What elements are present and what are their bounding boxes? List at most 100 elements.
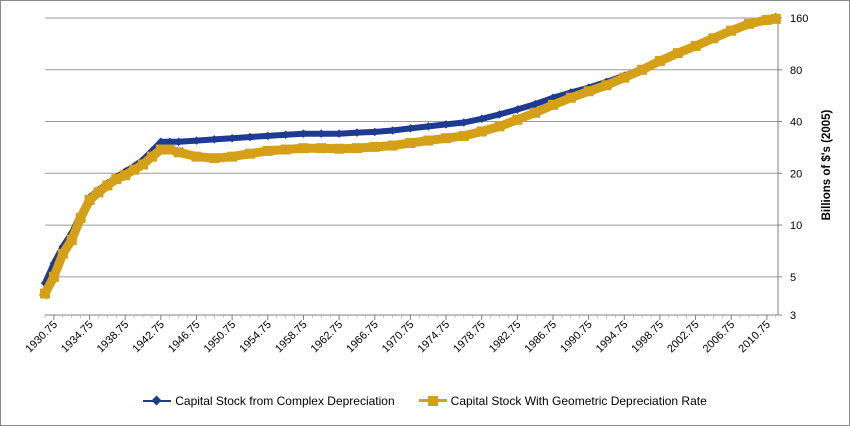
series-1-point-2	[57, 248, 68, 259]
series-0-point-23	[317, 129, 326, 138]
series-1-point-41	[637, 64, 648, 75]
x-tick-label-12: 1978.75	[451, 319, 488, 356]
x-tick-label-8: 1962.75	[309, 319, 346, 356]
series-1-point-20	[262, 145, 273, 156]
series-1-point-44	[690, 40, 701, 51]
series-0-point-20	[263, 131, 273, 141]
y-axis-label: Billions of $'s (2005)	[821, 109, 833, 220]
series-1-point-18	[227, 151, 238, 162]
x-tick-label-2: 1938.75	[95, 319, 132, 356]
series-0-point-30	[441, 120, 451, 129]
series-0-point-14	[165, 137, 175, 147]
x-tick-label-9: 1966.75	[344, 319, 381, 356]
x-tick-label-19: 2006.75	[701, 319, 738, 356]
series-1-point-26	[369, 141, 380, 152]
series-1-point-3	[66, 234, 77, 245]
x-tick-label-5: 1950.75	[202, 319, 239, 356]
series-1-point-38	[583, 86, 594, 97]
series-1-point-28	[405, 138, 416, 149]
series-0-point-17	[210, 135, 219, 144]
legend-swatch-complex	[143, 395, 172, 406]
series-1-point-32	[476, 126, 487, 137]
x-tick-label-7: 1958.75	[273, 319, 310, 356]
series-1-point-17	[209, 153, 220, 164]
series-1-point-21	[280, 144, 291, 155]
x-tick-label-13: 1982.75	[487, 319, 524, 356]
series-1-point-42	[654, 55, 665, 66]
series-1-point-35	[530, 107, 541, 118]
legend-swatch-geometric	[418, 396, 447, 406]
series-0-point-13	[156, 137, 166, 147]
axes	[44, 14, 782, 320]
series-1-point-10	[129, 164, 140, 175]
series-0-point-18	[227, 133, 237, 143]
series-0-point-28	[406, 124, 415, 133]
series-1-point-11	[138, 159, 149, 170]
x-tick-label-0: 1930.75	[23, 319, 60, 356]
series-1-point-47	[744, 18, 755, 29]
series-1-point-33	[494, 121, 505, 132]
series-1-point-0	[40, 288, 50, 299]
series-0-point-19	[245, 132, 255, 142]
series-0-point-31	[459, 118, 469, 127]
series-0-point-16	[192, 136, 201, 145]
series-0-point-32	[477, 114, 486, 124]
y-tick-label-0: 3	[790, 310, 796, 322]
x-tick-label-6: 1954.75	[237, 319, 274, 356]
y-tick-label-1: 5	[790, 272, 796, 284]
legend-item-complex: Capital Stock from Complex Depreciation	[143, 394, 395, 408]
series-0-point-26	[370, 127, 379, 137]
y-tick-labels: 3 5 10 20 40 80 160	[790, 13, 808, 322]
legend-item-geometric: Capital Stock With Geometric Depreciatio…	[418, 394, 707, 408]
series-1-point-14	[164, 144, 175, 155]
series-0-point-22	[299, 129, 308, 138]
series-1-point-19	[244, 148, 255, 159]
x-tick-label-20: 2010.75	[736, 319, 773, 356]
series-group	[38, 12, 781, 300]
x-tick-label-1: 1934.75	[59, 319, 96, 356]
series-1-point-34	[512, 114, 523, 125]
x-tick-label-4: 1946.75	[166, 319, 203, 356]
series-1-point-8	[111, 174, 122, 185]
y-tick-label-6: 160	[790, 13, 808, 25]
series-1-point-23	[316, 143, 327, 154]
x-tick-label-14: 1986.75	[522, 319, 559, 356]
x-tick-label-16: 1994.75	[594, 319, 631, 356]
legend-label-complex: Capital Stock from Complex Depreciation	[175, 394, 395, 408]
gridlines	[45, 17, 778, 316]
series-1-point-1	[48, 271, 59, 282]
series-0-point-33	[495, 110, 504, 119]
series-1-point-5	[84, 194, 95, 205]
y-tick-label-2: 10	[790, 220, 802, 232]
series-1-point-43	[672, 48, 683, 59]
series-0-point-15	[174, 137, 183, 147]
legend-label-geometric: Capital Stock With Geometric Depreciatio…	[450, 394, 707, 408]
series-1-point-46	[726, 25, 737, 36]
series-1-point-27	[387, 140, 398, 151]
series-0-point-24	[334, 129, 344, 138]
x-tick-label-18: 2002.75	[665, 319, 702, 356]
series-1-point-9	[120, 170, 131, 181]
series-1-point-29	[423, 135, 434, 146]
series-1-point-45	[708, 33, 719, 44]
x-tick-label-3: 1942.75	[130, 319, 167, 356]
series-1-point-37	[565, 92, 576, 103]
legend: Capital Stock from Complex Depreciation …	[0, 390, 850, 412]
series-1-point-6	[93, 187, 104, 198]
series-1-point-49	[770, 13, 781, 24]
y-tick-label-5: 80	[790, 65, 802, 77]
series-1-point-12	[146, 151, 157, 162]
x-tick-label-17: 1998.75	[629, 319, 666, 356]
series-1-point-31	[458, 130, 469, 141]
series-1-point-30	[441, 133, 452, 144]
x-tick-label-10: 1970.75	[380, 319, 417, 356]
series-1-point-16	[191, 151, 202, 162]
series-1-point-24	[334, 143, 345, 154]
x-tick-label-15: 1990.75	[558, 319, 595, 356]
series-0-point-21	[281, 130, 290, 140]
series-1-point-22	[298, 143, 309, 154]
series-1-point-4	[75, 212, 86, 223]
x-tick-label-11: 1974.75	[416, 319, 453, 356]
